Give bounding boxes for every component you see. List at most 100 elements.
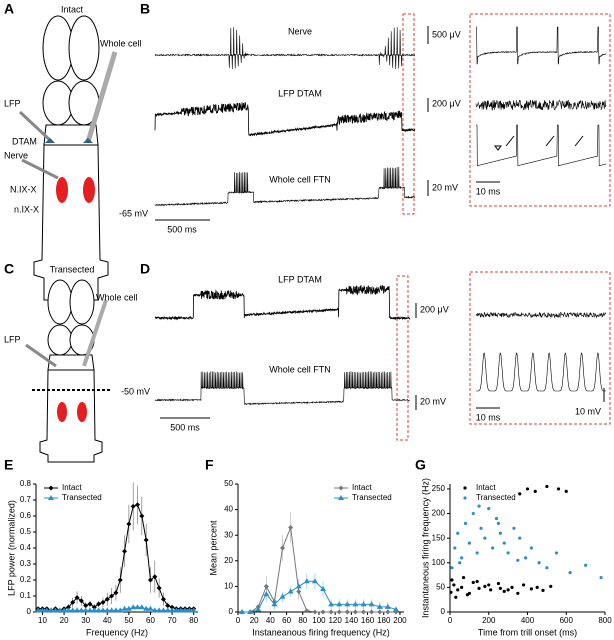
point	[99, 607, 106, 613]
point	[545, 566, 549, 570]
scale-label: 10 ms	[476, 186, 501, 196]
diagram-label: Whole cell	[96, 292, 138, 302]
panel-label: C	[4, 261, 14, 277]
point	[489, 588, 493, 592]
inset-box	[469, 13, 611, 207]
point	[295, 583, 302, 589]
point	[117, 607, 124, 613]
point	[109, 593, 115, 599]
point	[502, 589, 506, 593]
x-tick-label: 20	[250, 616, 259, 625]
x-tick-label: 160	[361, 616, 375, 625]
point	[477, 586, 481, 590]
scale-label: -50 mV	[121, 386, 150, 396]
point	[56, 607, 63, 613]
point	[525, 487, 530, 491]
legend-label: Transected	[352, 493, 392, 502]
diagram-label: n.IX-X	[14, 204, 39, 214]
point	[138, 604, 145, 610]
x-tick-label: 200	[482, 616, 496, 625]
point	[311, 578, 318, 584]
point	[121, 605, 128, 611]
point	[165, 603, 171, 609]
point	[529, 546, 533, 550]
point	[320, 609, 326, 615]
diagram-label: LFP	[4, 334, 21, 344]
y-tick-label: 0.4	[20, 543, 32, 552]
point	[483, 584, 487, 589]
diagram-title: Transected	[50, 264, 95, 274]
point	[39, 607, 46, 613]
y-tick-label: 150	[432, 533, 446, 542]
inset-box	[469, 271, 611, 425]
point	[487, 583, 491, 587]
trace	[476, 352, 606, 392]
point	[152, 574, 158, 580]
point	[130, 503, 136, 509]
point	[247, 609, 254, 614]
point	[533, 489, 537, 493]
x-tick-label: 100	[312, 616, 326, 625]
point	[87, 607, 93, 613]
point	[344, 609, 350, 615]
point	[450, 578, 454, 582]
point	[125, 605, 132, 611]
point	[392, 606, 399, 612]
trace-label: Nerve	[288, 26, 312, 36]
panel-label: E	[4, 457, 13, 473]
point	[450, 566, 454, 570]
point	[83, 603, 89, 609]
point	[280, 545, 286, 551]
y-tick-label: 200	[432, 509, 446, 518]
point	[126, 521, 132, 527]
x-tick-label: 60	[282, 616, 291, 625]
point	[112, 607, 119, 613]
point	[479, 526, 483, 530]
point	[458, 561, 462, 565]
y-tick-label: 0.1	[20, 591, 32, 600]
point	[471, 580, 475, 585]
point	[487, 507, 491, 511]
legend-marker	[338, 495, 344, 500]
scale-bars	[160, 303, 605, 419]
point	[449, 590, 453, 594]
point	[288, 525, 294, 531]
scale-bars	[155, 26, 500, 221]
point	[456, 588, 460, 592]
y-axis-label: Instantaneous firing frequency (Hz)	[420, 478, 430, 618]
point	[506, 551, 510, 555]
legend-marker	[463, 486, 467, 490]
y-tick-label: 100	[432, 558, 446, 567]
point	[529, 587, 533, 591]
y-axis-label: LFP power (normalized)	[6, 500, 16, 596]
point	[518, 536, 522, 540]
diagram-label: Whole cell	[100, 38, 142, 48]
point	[147, 577, 153, 583]
x-tick-label: 80	[189, 616, 198, 625]
legend-label: Transected	[62, 493, 102, 502]
legend-marker	[463, 496, 467, 500]
point	[95, 607, 102, 613]
point	[599, 575, 603, 580]
scale-label: 500 ms	[167, 224, 197, 234]
point	[87, 601, 93, 607]
scale-label: -65 mV	[119, 208, 148, 218]
point	[460, 556, 464, 560]
trace-label: Whole cell FTN	[269, 174, 331, 184]
point	[113, 590, 119, 596]
point	[471, 511, 475, 516]
point	[143, 537, 149, 543]
point	[554, 551, 559, 555]
point	[135, 502, 141, 508]
point	[100, 599, 106, 605]
x-axis-label: Frequency (Hz)	[86, 627, 148, 637]
y-tick-label: 30	[224, 530, 233, 539]
point	[263, 591, 270, 597]
trace	[475, 311, 607, 319]
point	[104, 596, 110, 602]
point	[336, 601, 343, 607]
point	[496, 521, 501, 525]
trace	[154, 371, 411, 406]
